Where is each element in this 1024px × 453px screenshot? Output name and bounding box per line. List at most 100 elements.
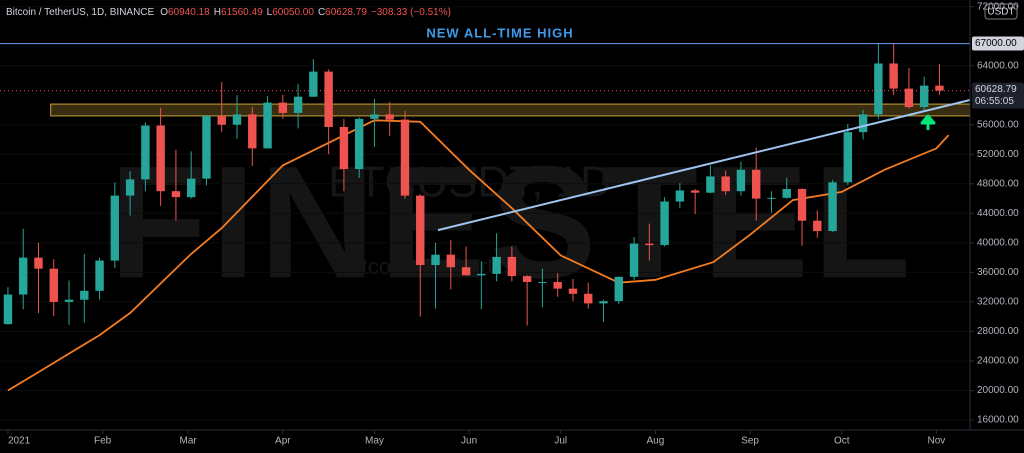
change: −308.33 (−0.51%) bbox=[371, 7, 451, 18]
candle-body bbox=[660, 201, 669, 246]
y-tick-label: 44000.00 bbox=[977, 208, 1019, 219]
y-tick-label: 48000.00 bbox=[977, 178, 1019, 189]
candle-body bbox=[186, 178, 196, 198]
candle-body bbox=[416, 195, 425, 266]
currency: USDT bbox=[987, 7, 1014, 18]
candle-body bbox=[599, 301, 608, 304]
candle-body bbox=[522, 276, 532, 282]
price-axis bbox=[970, 0, 1024, 453]
candle-body bbox=[858, 114, 868, 133]
axis-layer: 16000.00 20000.00 24000.00 28000.00 32000.00… bbox=[7, 1, 1024, 447]
candle-body bbox=[125, 179, 135, 196]
candle-body bbox=[370, 114, 379, 119]
ohlc-key: L bbox=[267, 7, 273, 18]
ohlc-value: 60940.18 bbox=[168, 7, 210, 18]
candle-body bbox=[675, 190, 685, 202]
candle-body bbox=[721, 176, 730, 192]
candle-body bbox=[232, 114, 242, 125]
candle-body bbox=[813, 220, 822, 232]
candle-body bbox=[339, 126, 349, 170]
candle-body bbox=[141, 125, 150, 180]
y-tick-label: 72000.00 bbox=[977, 1, 1019, 12]
watermark-name: Bitcoin / TetherUS bbox=[342, 254, 518, 279]
candle-body bbox=[80, 290, 89, 300]
y-tick-label: 20000.00 bbox=[977, 385, 1019, 396]
candle-body bbox=[614, 276, 623, 302]
trendline bbox=[437, 99, 971, 232]
candle-body bbox=[828, 182, 837, 232]
moving-average bbox=[7, 119, 950, 392]
resistance-zone bbox=[50, 103, 971, 117]
watermark-ticker: BTCUSDT, 1D bbox=[328, 158, 612, 207]
x-tick-label: 2021 bbox=[8, 436, 31, 447]
x-tick-label: Mar bbox=[180, 436, 198, 447]
candle-body bbox=[110, 195, 120, 261]
watermark-brand: FINESTEL bbox=[109, 132, 914, 311]
candle-body bbox=[64, 299, 74, 302]
candle-body bbox=[843, 132, 853, 183]
candle-body bbox=[706, 176, 715, 193]
candle-body bbox=[904, 88, 914, 108]
header: Bitcoin / TetherUS, 1D, BINANCE O60940.18… bbox=[6, 7, 451, 18]
candle-body bbox=[645, 243, 654, 246]
y-tick-label: 32000.00 bbox=[977, 297, 1019, 308]
x-tick-label: Apr bbox=[275, 436, 291, 447]
x-tick-label: Jul bbox=[554, 436, 567, 447]
candle-body bbox=[782, 188, 791, 198]
candle-body bbox=[324, 71, 333, 127]
candle-body bbox=[919, 85, 929, 108]
x-tick-label: Feb bbox=[94, 436, 112, 447]
candle-body bbox=[690, 190, 700, 193]
candle-body bbox=[34, 257, 43, 269]
last-price-label: 60628.79 bbox=[975, 84, 1017, 95]
candle-body bbox=[461, 267, 471, 276]
candle-body bbox=[874, 63, 883, 115]
candle-body bbox=[49, 268, 58, 302]
ohlc-value: 61560.49 bbox=[221, 7, 263, 18]
candle-body bbox=[889, 63, 898, 89]
candle-body bbox=[568, 288, 578, 294]
candle-body bbox=[202, 115, 211, 179]
y-tick-label: 64000.00 bbox=[977, 60, 1019, 71]
ohlc-key: H bbox=[214, 7, 221, 18]
x-tick-label: Aug bbox=[647, 436, 665, 447]
candle-body bbox=[95, 260, 104, 291]
currency-box[interactable] bbox=[984, 3, 1018, 20]
arrow-up bbox=[920, 114, 936, 130]
plot-area bbox=[0, 6, 971, 421]
candle-body bbox=[492, 256, 501, 274]
candle-body bbox=[385, 114, 394, 120]
ath-label: 67000.00 bbox=[975, 38, 1017, 49]
candle-body bbox=[584, 293, 593, 304]
countdown: 06:55:05 bbox=[975, 96, 1014, 107]
ohlc-key: O bbox=[160, 7, 168, 18]
annotation: NEW ALL-TIME HIGH bbox=[426, 25, 573, 40]
x-tick-label: Sep bbox=[741, 436, 759, 447]
x-tick-label: Nov bbox=[928, 436, 946, 447]
candle-body bbox=[538, 281, 547, 283]
candle-body bbox=[553, 281, 562, 289]
candle-body bbox=[752, 169, 761, 199]
candle-body bbox=[293, 96, 303, 113]
candle-body bbox=[431, 254, 440, 266]
candle-body bbox=[354, 118, 364, 170]
y-tick-label: 52000.00 bbox=[977, 149, 1019, 160]
y-tick-label: 28000.00 bbox=[977, 326, 1019, 337]
candle-body bbox=[477, 273, 486, 276]
ohlc-value: 60050.00 bbox=[272, 7, 314, 18]
x-tick-label: May bbox=[365, 436, 384, 447]
candle-body bbox=[507, 256, 517, 277]
candle-body bbox=[248, 114, 257, 149]
candle-body bbox=[19, 257, 28, 295]
candle-body bbox=[263, 102, 272, 149]
ohlc-value: 60628.79 bbox=[325, 7, 367, 18]
candle-body bbox=[156, 125, 165, 192]
y-tick-label: 56000.00 bbox=[977, 119, 1019, 130]
candle-body bbox=[217, 115, 226, 125]
y-tick-label: 36000.00 bbox=[977, 267, 1019, 278]
ath-label-box bbox=[972, 36, 1024, 51]
candle-body bbox=[736, 169, 746, 192]
x-tick-label: Oct bbox=[834, 436, 850, 447]
